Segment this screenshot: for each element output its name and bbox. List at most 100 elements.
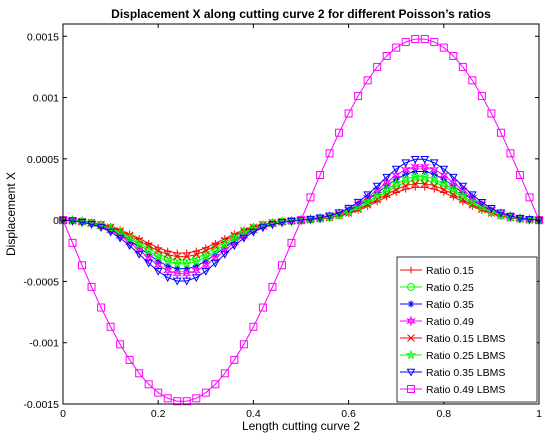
y-tick-label: 0.0005 [27,154,59,166]
data-point [134,250,144,259]
x-tick-label: 0.2 [151,408,166,420]
data-point [467,196,478,207]
x-tick-label: 0 [60,408,66,420]
data-point [164,247,172,255]
data-point [239,340,248,349]
data-point [287,238,296,247]
data-point [468,196,476,204]
legend-item: Ratio 0.35 LBMS [400,367,505,379]
data-point [78,261,87,270]
data-point [477,91,486,100]
data-point [487,109,496,118]
data-point [116,340,125,349]
x-tick-label: 1 [536,408,542,420]
data-point [173,249,181,257]
data-point [458,182,468,191]
legend-item: Ratio 0.49 [400,315,474,328]
data-point [201,267,211,276]
legend-box [396,256,538,403]
data-point [391,165,401,174]
y-axis-label: Displacement X [4,172,18,256]
legend-item: Ratio 0.35 [400,299,474,311]
data-point [181,267,192,280]
legend-marker [407,385,415,393]
data-point [430,37,439,46]
data-point [372,182,382,191]
data-point [400,173,411,184]
data-point [258,303,267,312]
data-point [106,322,115,331]
legend-label: Ratio 0.49 [426,316,474,328]
data-point [238,227,250,238]
x-tick-label: 0.6 [341,408,356,420]
data-point [115,234,125,243]
plot-frame [62,23,540,405]
y-tick-label: -0.001 [29,338,59,350]
data-point [297,216,305,225]
data-point [172,267,183,280]
data-point [268,221,277,230]
data-point [201,246,210,255]
data-point [144,259,154,268]
data-point [401,37,410,46]
legend-marker [407,266,415,274]
data-point [316,171,325,180]
data-point [325,212,334,221]
data-point [421,183,429,191]
data-point [411,183,419,191]
legend-item: Ratio 0.15 LBMS [400,333,505,345]
data-point [325,149,334,158]
legend-marker [406,315,416,327]
data-point [409,170,421,181]
data-point [506,149,515,158]
data-point [77,218,87,227]
data-point [248,223,259,234]
legend-label: Ratio 0.49 LBMS [426,384,505,396]
data-point [477,198,487,207]
data-point [468,201,477,209]
data-point [210,252,221,264]
data-point [154,388,163,397]
data-point [352,201,364,212]
data-point [354,91,363,100]
data-point [258,224,268,233]
data-point [363,191,372,200]
data-point [438,177,450,188]
data-point [191,274,201,283]
legend-marker [406,368,416,377]
data-point [229,232,240,243]
data-point [315,214,325,223]
x-axis-label: Length cutting curve 2 [242,419,360,433]
data-point [410,155,420,164]
data-point [173,252,182,261]
data-point [97,303,106,312]
data-point [163,274,173,283]
data-point [382,173,392,182]
data-point [515,214,525,223]
data-point [230,242,239,251]
data-point [343,205,354,217]
data-point [525,216,534,224]
data-point [87,220,96,229]
data-point [496,209,506,218]
data-point [401,181,410,190]
data-point [296,216,306,225]
data-point [219,239,231,250]
data-point [429,173,440,184]
data-point [220,250,230,259]
legend-marker [407,334,415,342]
data-point [133,239,145,250]
data-point [163,394,172,403]
legend: Ratio 0.15 Ratio 0.25 Ratio 0.35 Ratio 0.49… [396,256,538,403]
x-tick-label: 0.8 [436,408,451,420]
legend-marker [407,300,415,308]
data-point [525,193,534,202]
data-point [506,212,515,221]
data-point [364,196,372,204]
data-point [476,201,488,212]
data-point [152,251,164,262]
data-point [68,238,77,247]
data-point [114,227,126,238]
data-point [125,355,134,364]
